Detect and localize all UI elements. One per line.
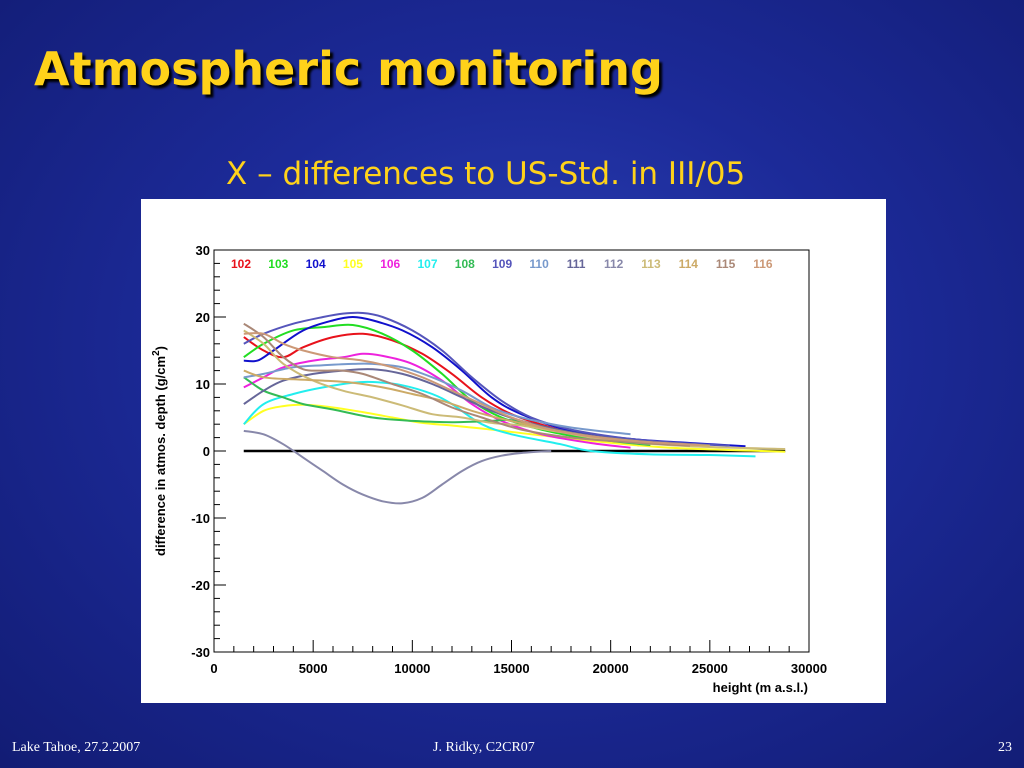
x-tick-label: 20000 <box>593 661 629 676</box>
legend-entry-109: 109 <box>492 257 512 271</box>
series-line-116 <box>243 332 700 446</box>
x-tick-label: 5000 <box>299 661 328 676</box>
y-tick-label: -30 <box>191 645 210 660</box>
legend-entry-102: 102 <box>231 257 251 271</box>
legend-entry-115: 115 <box>716 257 736 271</box>
legend-entry-104: 104 <box>306 257 326 271</box>
svg-text:difference in atmos. depth (g/: difference in atmos. depth (g/cm2) <box>151 346 168 556</box>
y-tick-label: -20 <box>191 578 210 593</box>
y-tick-label: 20 <box>196 310 210 325</box>
chart-panel: 0 5000 10000 15000 20000 25000 30000 -30 -20 -10 0… <box>141 199 886 703</box>
slide-subtitle: X – differences to US-Std. in III/05 <box>226 156 746 192</box>
series-line-115 <box>243 322 691 447</box>
x-axis-label: height (m a.s.l.) <box>713 680 808 695</box>
series-line-110 <box>243 362 631 436</box>
series-line-112 <box>243 429 552 505</box>
legend-entry-107: 107 <box>418 257 438 271</box>
slide-title: Atmospheric monitoring <box>34 42 663 96</box>
legend-entry-105: 105 <box>343 257 363 271</box>
legend-entry-112: 112 <box>604 257 624 271</box>
x-tick-label: 30000 <box>791 661 827 676</box>
x-tick-label: 15000 <box>493 661 529 676</box>
legend-entry-111: 111 <box>567 257 586 271</box>
y-tick-label: 10 <box>196 377 210 392</box>
y-tick-label: 0 <box>203 444 210 459</box>
legend-entry-103: 103 <box>268 257 288 271</box>
legend-entry-106: 106 <box>380 257 400 271</box>
series-line-109 <box>243 311 730 447</box>
x-tick-label: 25000 <box>692 661 728 676</box>
series-line-104 <box>243 315 746 448</box>
x-tick-label: 10000 <box>394 661 430 676</box>
y-axis-label-suffix: ) <box>153 346 168 350</box>
series-line-107 <box>243 380 756 458</box>
series-line-113 <box>243 329 786 450</box>
legend-entry-108: 108 <box>455 257 475 271</box>
y-axis-title-group: difference in atmos. depth (g/cm2) <box>151 346 168 556</box>
y-tick-label: 30 <box>196 243 210 258</box>
legend-entry-114: 114 <box>679 257 699 271</box>
footer-page-number: 23 <box>998 740 1012 755</box>
legend-entry-110: 110 <box>529 257 549 271</box>
legend-entry-116: 116 <box>753 257 773 271</box>
y-axis-label-superscript: 2 <box>151 350 162 356</box>
legend-entry-113: 113 <box>641 257 661 271</box>
line-chart: 0 5000 10000 15000 20000 25000 30000 -30 -20 -10 0… <box>151 243 827 695</box>
y-axis-label: difference in atmos. depth (g/cm <box>153 356 168 556</box>
footer-event: Lake Tahoe, 27.2.2007 <box>12 740 141 755</box>
y-tick-label: -10 <box>191 511 210 526</box>
x-tick-label: 0 <box>210 661 217 676</box>
footer-author: J. Ridky, C2CR07 <box>433 740 535 755</box>
